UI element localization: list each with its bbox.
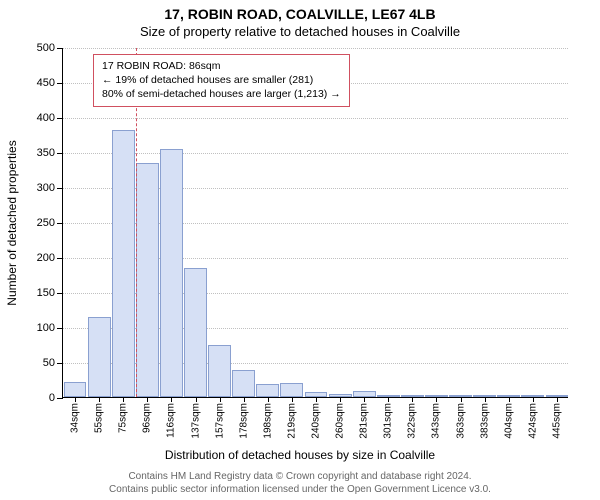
plot-area: 05010015020025030035040045050034sqm55sqm… — [62, 48, 568, 398]
x-tick-label: 55sqm — [94, 403, 105, 433]
bar — [208, 345, 231, 398]
x-tick — [485, 397, 486, 402]
x-tick — [316, 397, 317, 402]
y-axis-title: Number of detached properties — [5, 140, 19, 305]
x-tick-label: 198sqm — [262, 403, 273, 439]
x-tick — [412, 397, 413, 402]
y-tick — [57, 48, 63, 49]
y-tick — [57, 328, 63, 329]
x-tick-label: 445sqm — [551, 403, 562, 439]
x-tick-label: 137sqm — [190, 403, 201, 439]
chart-container: 17, ROBIN ROAD, COALVILLE, LE67 4LB Size… — [0, 0, 600, 500]
x-tick — [147, 397, 148, 402]
x-tick-label: 424sqm — [527, 403, 538, 439]
y-tick — [57, 223, 63, 224]
y-tick-label: 300 — [37, 182, 55, 194]
x-tick — [436, 397, 437, 402]
bar — [232, 370, 255, 397]
y-tick — [57, 363, 63, 364]
annotation-line3: 80% of semi-detached houses are larger (… — [102, 87, 341, 101]
x-tick-label: 343sqm — [431, 403, 442, 439]
x-tick-label: 116sqm — [166, 403, 177, 438]
y-tick-label: 0 — [49, 392, 55, 404]
y-tick — [57, 153, 63, 154]
x-tick — [244, 397, 245, 402]
x-tick — [461, 397, 462, 402]
y-tick-label: 250 — [37, 217, 55, 229]
x-tick — [220, 397, 221, 402]
x-tick-label: 281sqm — [359, 403, 370, 439]
bar — [280, 383, 303, 397]
y-tick-label: 500 — [37, 42, 55, 54]
y-tick-label: 400 — [37, 112, 55, 124]
annotation-line2: ← 19% of detached houses are smaller (28… — [102, 73, 341, 87]
grid-line — [63, 118, 568, 119]
x-tick-label: 404sqm — [503, 403, 514, 439]
grid-line — [63, 153, 568, 154]
bar — [112, 130, 135, 397]
x-tick-label: 219sqm — [286, 403, 297, 439]
x-tick-label: 75sqm — [118, 403, 129, 433]
bar — [64, 382, 87, 397]
y-tick — [57, 188, 63, 189]
x-tick — [340, 397, 341, 402]
x-tick-label: 363sqm — [455, 403, 466, 439]
x-tick — [196, 397, 197, 402]
x-tick — [268, 397, 269, 402]
y-tick-label: 450 — [37, 77, 55, 89]
x-tick — [533, 397, 534, 402]
y-tick-label: 150 — [37, 287, 55, 299]
bar — [136, 163, 159, 398]
bar — [184, 268, 207, 398]
bar — [160, 149, 183, 398]
x-tick — [388, 397, 389, 402]
footer-line2: Contains public sector information licen… — [0, 483, 600, 496]
x-tick — [364, 397, 365, 402]
x-tick-label: 240sqm — [311, 403, 322, 439]
x-tick-label: 383sqm — [479, 403, 490, 439]
x-tick — [557, 397, 558, 402]
y-tick — [57, 293, 63, 294]
annotation-box: 17 ROBIN ROAD: 86sqm ← 19% of detached h… — [93, 54, 350, 107]
x-tick-label: 322sqm — [407, 403, 418, 439]
y-tick — [57, 398, 63, 399]
y-tick — [57, 118, 63, 119]
y-tick-label: 200 — [37, 252, 55, 264]
bar — [88, 317, 111, 398]
x-tick — [509, 397, 510, 402]
x-tick-label: 157sqm — [214, 403, 225, 439]
annotation-line1: 17 ROBIN ROAD: 86sqm — [102, 59, 341, 73]
y-tick-label: 100 — [37, 322, 55, 334]
y-tick-label: 50 — [43, 357, 55, 369]
x-tick — [292, 397, 293, 402]
y-tick — [57, 258, 63, 259]
x-tick — [75, 397, 76, 402]
y-tick — [57, 83, 63, 84]
chart-title: 17, ROBIN ROAD, COALVILLE, LE67 4LB — [0, 0, 600, 22]
bar — [256, 384, 279, 397]
grid-line — [63, 48, 568, 49]
y-tick-label: 350 — [37, 147, 55, 159]
x-tick — [99, 397, 100, 402]
x-tick — [171, 397, 172, 402]
x-tick-label: 178sqm — [238, 403, 249, 439]
x-tick-label: 301sqm — [383, 403, 394, 439]
x-tick-label: 260sqm — [335, 403, 346, 439]
x-tick — [123, 397, 124, 402]
footer: Contains HM Land Registry data © Crown c… — [0, 470, 600, 496]
x-tick-label: 34sqm — [70, 403, 81, 433]
x-axis-title: Distribution of detached houses by size … — [165, 448, 435, 462]
footer-line1: Contains HM Land Registry data © Crown c… — [0, 470, 600, 483]
x-tick-label: 96sqm — [142, 403, 153, 433]
chart-subtitle: Size of property relative to detached ho… — [0, 22, 600, 39]
